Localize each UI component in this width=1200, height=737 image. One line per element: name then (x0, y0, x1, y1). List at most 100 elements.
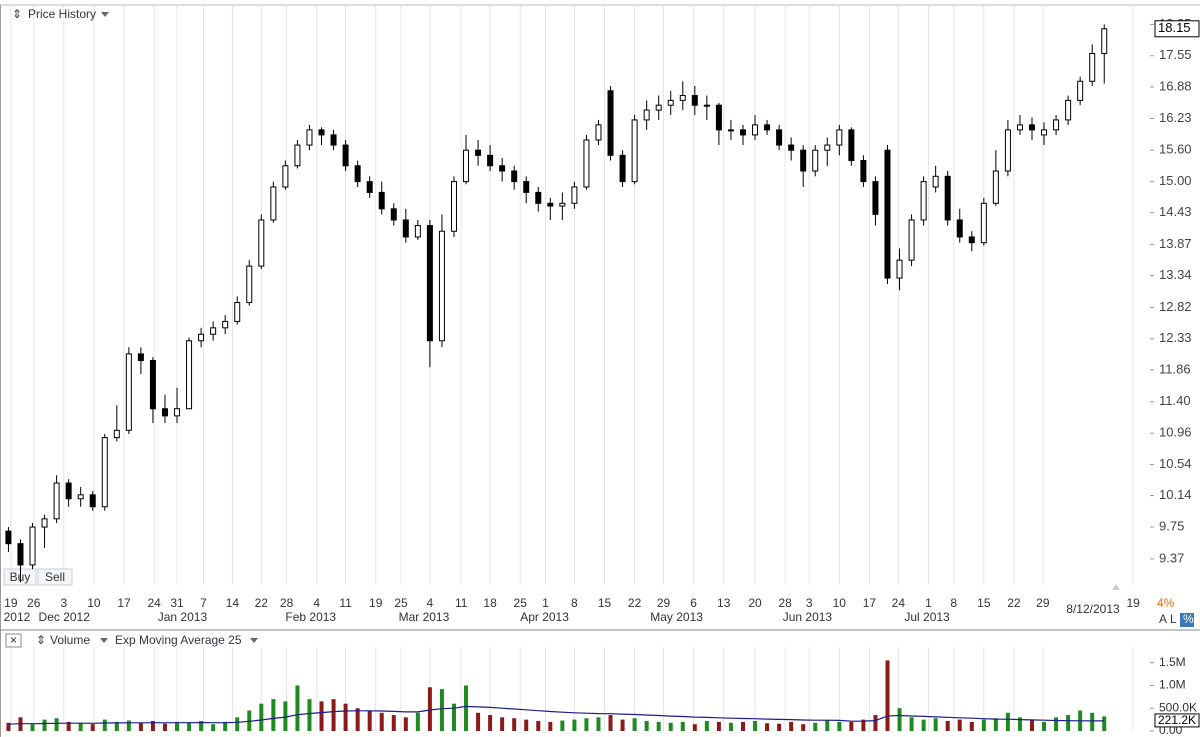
panel-title[interactable]: Price History (28, 7, 96, 21)
x-tick-label: 4 (313, 596, 320, 610)
volume-bar (656, 721, 661, 731)
volume-bar (801, 724, 806, 731)
x-tick-label: 29 (657, 596, 671, 610)
volume-bar (945, 720, 950, 731)
volume-title[interactable]: Volume (50, 633, 90, 647)
month-label: May 2013 (650, 610, 703, 624)
dropdown-arrow[interactable] (100, 638, 108, 643)
volume-bar (90, 724, 95, 731)
candle-body (499, 165, 506, 172)
volume-bar (343, 703, 348, 731)
x-tick-label: 26 (27, 596, 41, 610)
close-button[interactable] (5, 633, 22, 648)
y-tick-label: 1.5M (1159, 655, 1186, 669)
volume-bar (259, 703, 264, 731)
ema-last-label: 221.2K (1158, 713, 1196, 727)
candle-body (884, 149, 891, 279)
candle-body (282, 165, 289, 188)
y-tick-label: 10.96 (1159, 425, 1192, 440)
panel-handle[interactable]: ⇕ (36, 633, 46, 647)
volume-bar (512, 718, 517, 731)
x-tick-label: 7 (200, 596, 207, 610)
candle-body (752, 124, 759, 136)
volume-bar (488, 715, 493, 731)
volume-bar (415, 712, 420, 731)
candle-body (475, 149, 482, 156)
candle-body (77, 494, 84, 500)
candle-body (330, 134, 337, 146)
sell-label[interactable]: Sell (45, 570, 65, 584)
volume-bar (451, 703, 456, 731)
x-tick-label: 20 (748, 596, 762, 610)
dropdown-arrow[interactable] (101, 12, 109, 17)
toggle-pct-bg[interactable] (1180, 613, 1194, 627)
dropdown-arrow[interactable] (250, 638, 258, 643)
volume-bar (692, 724, 697, 731)
panel-handle[interactable]: ⇕ (12, 7, 22, 21)
volume-bar (837, 721, 842, 731)
x-tick-label: 1 (542, 596, 549, 610)
y-tick-label: 9.37 (1159, 550, 1184, 565)
scroll-arrow[interactable] (1112, 584, 1120, 590)
candle-body (511, 170, 518, 183)
y-tick-label: 15.60 (1159, 142, 1192, 157)
candle-body (1101, 28, 1108, 54)
volume-bar (126, 720, 131, 731)
volume-bar (162, 723, 167, 731)
x-tick-label: 25 (394, 596, 408, 610)
volume-bar (211, 724, 216, 731)
sell-button[interactable] (37, 568, 73, 586)
volume-bar (921, 719, 926, 731)
candle-body (523, 181, 530, 193)
volume-bar (307, 699, 312, 731)
volume-bar (1029, 719, 1034, 731)
candle-body (679, 95, 686, 101)
volume-bar (620, 719, 625, 731)
volume-bar (1066, 715, 1071, 731)
y-tick-label: 1.0M (1159, 678, 1186, 692)
candle-body (812, 149, 819, 172)
candle-body (824, 144, 831, 151)
volume-bar (6, 722, 11, 731)
volume-bar (608, 715, 613, 731)
candle-body (101, 437, 108, 508)
candle-body (655, 104, 662, 111)
candle-body (210, 327, 217, 335)
volume-bar (367, 710, 372, 731)
x-tick-label: 10 (87, 596, 101, 610)
toggle-pct[interactable]: % (1183, 612, 1194, 626)
candle-body (691, 95, 698, 106)
toggle-a[interactable]: A (1159, 612, 1167, 626)
close-icon[interactable]: × (10, 633, 17, 647)
candle-body (980, 202, 987, 244)
candle-body (137, 353, 144, 362)
candle-body (318, 129, 325, 136)
candle-body (53, 482, 60, 520)
volume-bar (1102, 716, 1107, 731)
volume-bar (42, 719, 47, 731)
candle-body (908, 219, 915, 261)
y-tick-label: 11.40 (1159, 393, 1191, 408)
x-tick-label: 25 (514, 596, 528, 610)
x-tick-label: 29 (1036, 596, 1050, 610)
volume-bar (1005, 712, 1010, 731)
candle-body (41, 518, 48, 528)
volume-bar (30, 724, 35, 731)
month-label: Jun 2013 (783, 610, 833, 624)
x-tick-label: 22 (255, 596, 269, 610)
volume-bar (897, 708, 902, 731)
volume-bar (680, 721, 685, 731)
volume-bar (1017, 717, 1022, 731)
volume-bar (391, 715, 396, 731)
volume-bar (548, 721, 553, 731)
candle-body (366, 181, 373, 193)
y-tick-label: 12.33 (1159, 330, 1192, 345)
toggle-l[interactable]: L (1170, 612, 1177, 626)
ema-title[interactable]: Exp Moving Average 25 (115, 633, 242, 647)
volume-bar (668, 722, 673, 731)
y-tick-label: 16.23 (1159, 110, 1192, 125)
volume-bar (271, 699, 276, 731)
candle-body (198, 333, 205, 342)
